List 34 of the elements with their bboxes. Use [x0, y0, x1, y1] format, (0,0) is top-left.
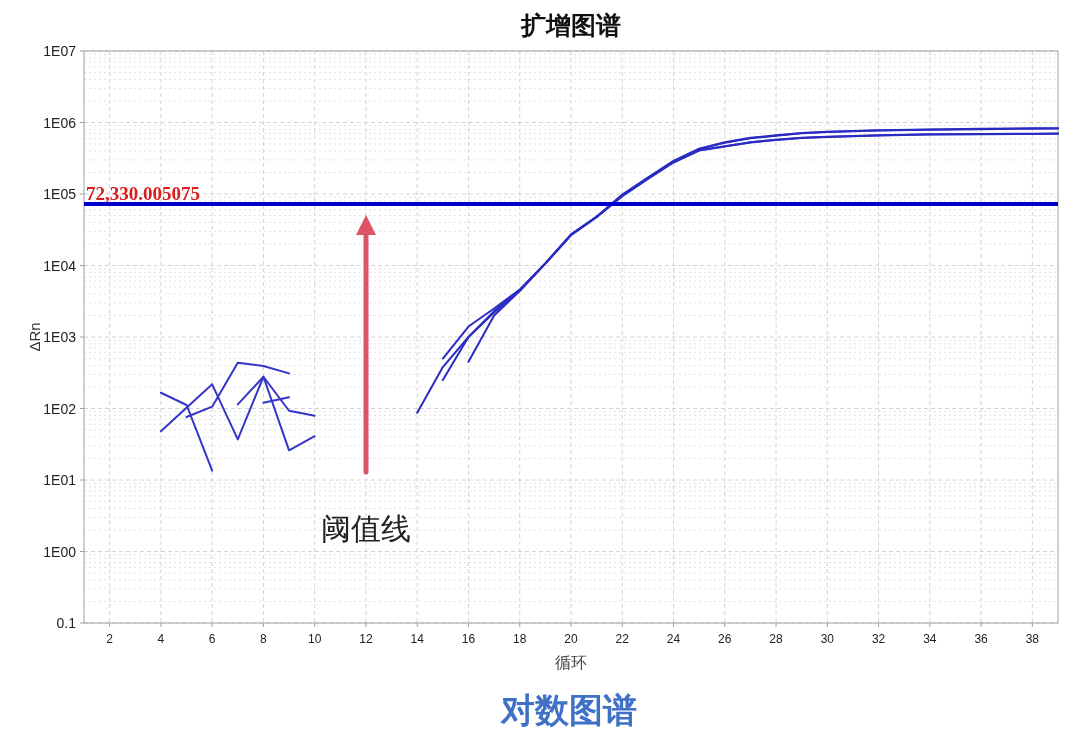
x-tick-label: 22 — [615, 632, 630, 646]
y-tick-label: 1E07 — [43, 43, 77, 59]
x-tick-label: 38 — [1025, 632, 1040, 646]
x-tick-label: 26 — [718, 632, 732, 646]
x-tick-label: 34 — [923, 632, 937, 646]
y-tick-label: 0.1 — [56, 615, 77, 631]
x-tick-label: 2 — [106, 632, 114, 646]
x-tick-label: 16 — [461, 632, 476, 646]
x-tick-label: 32 — [871, 632, 886, 646]
x-tick-label: 36 — [974, 632, 989, 646]
x-tick-label: 28 — [769, 632, 784, 646]
text: 对数图谱 — [500, 691, 637, 729]
x-tick-label: 4 — [157, 632, 165, 646]
ref-line-label: 72,330.005075 — [86, 183, 200, 205]
x-tick-label: 10 — [308, 632, 322, 646]
y-tick-label: 1E04 — [43, 257, 77, 274]
y-tick-label: 1E00 — [43, 543, 77, 560]
x-tick-label: 18 — [513, 632, 527, 646]
x-tick-label: 14 — [410, 632, 425, 646]
y-tick-label: 1E06 — [43, 114, 77, 131]
x-tick-label: 12 — [359, 632, 373, 646]
annotation: 阈值线 — [321, 512, 411, 545]
x-tick-label: 20 — [564, 632, 578, 646]
x-tick-label: 8 — [260, 632, 268, 646]
y-tick-label: 1E05 — [43, 186, 77, 202]
y-tick-label: 1E02 — [43, 400, 77, 417]
x-axis-title: 循环 — [555, 654, 587, 671]
x-tick-label: 6 — [208, 632, 216, 646]
y-axis-title: ΔRn — [26, 322, 43, 352]
y-tick-label: 1E01 — [43, 472, 77, 488]
x-tick-label: 30 — [820, 632, 835, 646]
chart-title: 扩增图谱 — [520, 11, 621, 39]
y-tick-label: 1E03 — [43, 329, 77, 345]
x-tick-label: 24 — [666, 632, 681, 646]
